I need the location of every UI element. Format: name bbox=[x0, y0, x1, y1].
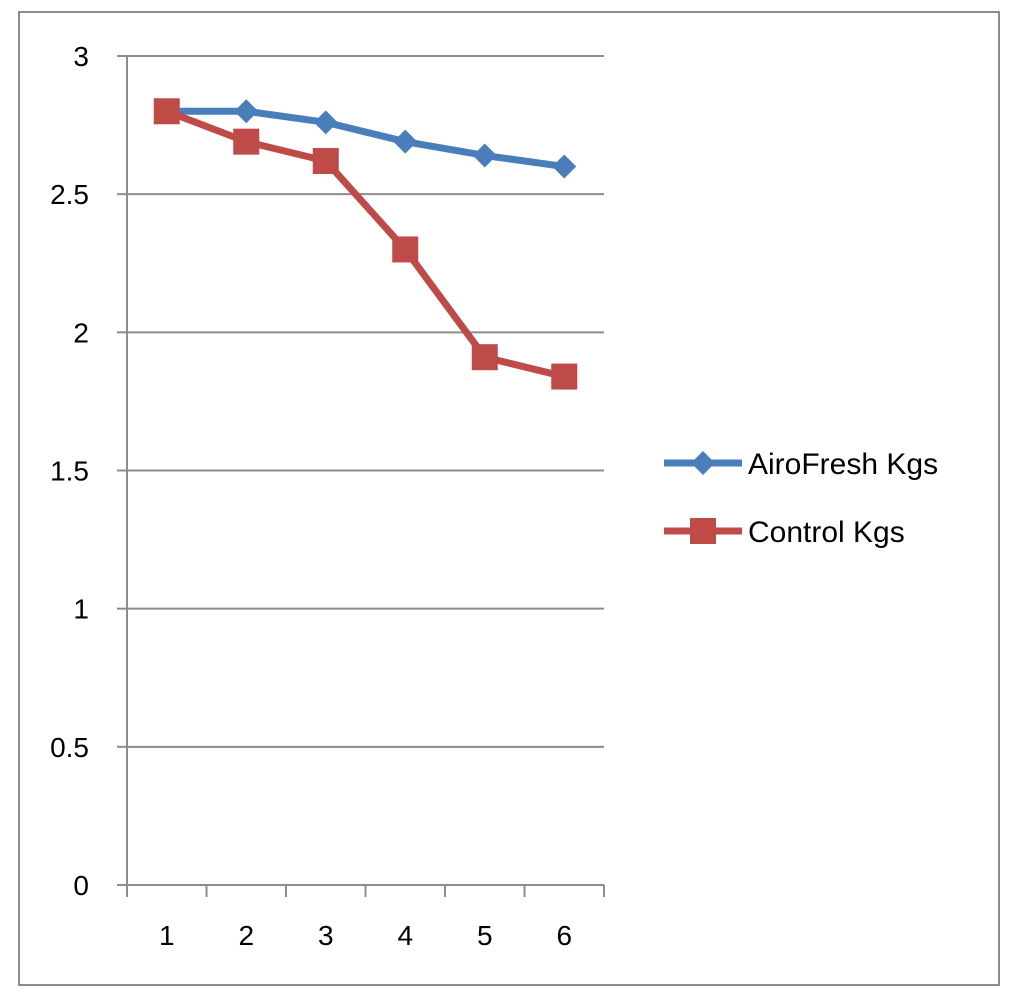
series-lines bbox=[163, 107, 568, 381]
series-line-control-kgs bbox=[163, 107, 568, 381]
y-tick-label: 2 bbox=[73, 317, 89, 348]
data-point-control-kgs bbox=[153, 98, 180, 125]
data-point-control-kgs bbox=[233, 128, 260, 155]
legend-label-control-kgs: Control Kgs bbox=[748, 516, 905, 549]
y-tick-label: 3 bbox=[73, 41, 89, 72]
series-markers bbox=[153, 98, 578, 390]
data-point-airofresh-kgs bbox=[552, 154, 577, 179]
legend-label-airofresh-kgs: AiroFresh Kgs bbox=[748, 448, 938, 481]
y-tick-label: 0 bbox=[73, 870, 89, 901]
x-tick-label: 4 bbox=[397, 920, 413, 951]
series-line-airofresh-kgs bbox=[163, 107, 568, 171]
legend: AiroFresh Kgs Control Kgs bbox=[664, 448, 938, 549]
x-tick-label: 3 bbox=[318, 920, 334, 951]
legend-marker-airofresh-kgs bbox=[691, 451, 715, 475]
data-point-control-kgs bbox=[392, 236, 419, 263]
data-point-control-kgs bbox=[312, 148, 339, 175]
x-tick-label: 2 bbox=[238, 920, 254, 951]
x-tick-labels: 1 2 3 4 5 6 bbox=[159, 920, 572, 951]
y-tick-label: 1.5 bbox=[50, 456, 89, 487]
data-point-airofresh-kgs bbox=[472, 143, 497, 168]
data-point-control-kgs bbox=[471, 344, 498, 371]
x-tick-label: 6 bbox=[556, 920, 572, 951]
axes bbox=[117, 55, 605, 897]
y-tick-label: 0.5 bbox=[50, 732, 89, 763]
data-point-airofresh-kgs bbox=[393, 129, 418, 154]
grid-lines bbox=[127, 55, 604, 748]
legend-marker-control-kgs bbox=[690, 518, 716, 544]
data-point-airofresh-kgs bbox=[313, 110, 338, 135]
x-tick-label: 1 bbox=[159, 920, 175, 951]
data-point-airofresh-kgs bbox=[234, 99, 259, 124]
x-tick-label: 5 bbox=[477, 920, 493, 951]
chart-frame bbox=[18, 11, 1000, 986]
y-tick-label: 1 bbox=[73, 594, 89, 625]
data-point-control-kgs bbox=[551, 363, 578, 390]
y-tick-label: 2.5 bbox=[50, 179, 89, 210]
y-tick-labels: 0 0.5 1 1.5 2 2.5 3 bbox=[50, 41, 89, 901]
